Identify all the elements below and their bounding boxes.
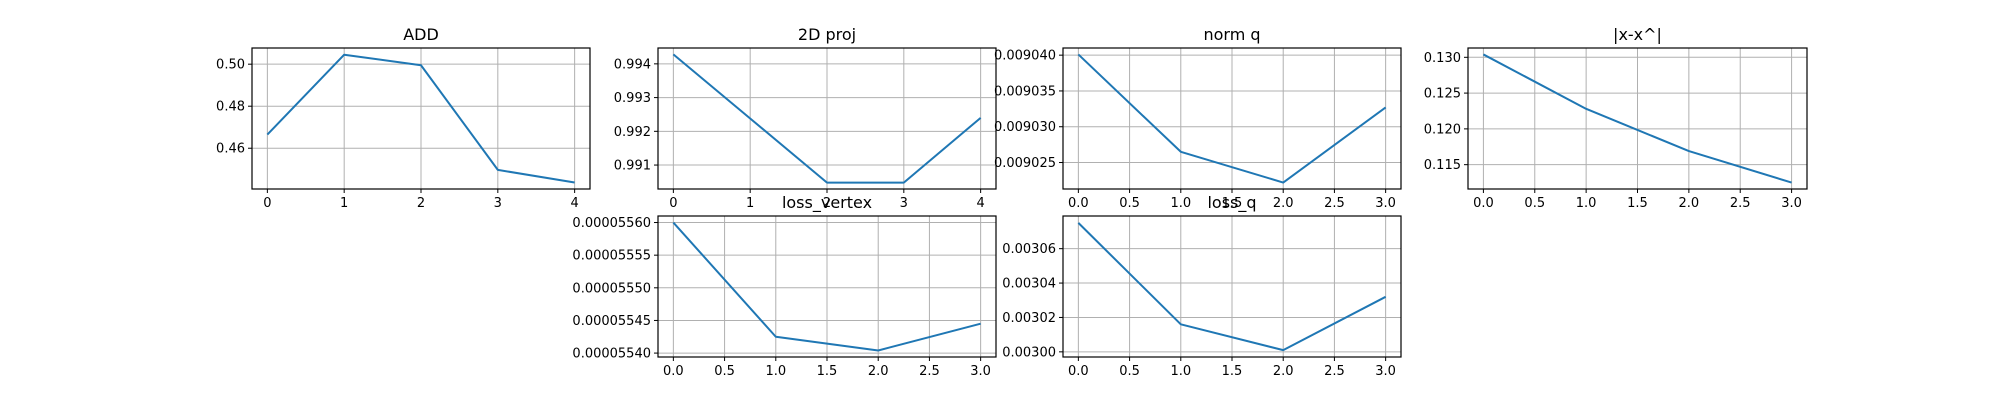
y-tick-label: 0.994 [614,57,651,72]
x-tick-label: 1.5 [817,364,838,379]
x-tick-label: 2.0 [868,364,889,379]
subplot-title: norm q [1203,25,1260,44]
subplot-6: 0.0 0.5 1.0 1.5 2.0 2.5 3.0 0.00300 0.00302 0.003… [1002,193,1402,379]
x-tick-label: 3.0 [1375,196,1396,211]
subplot-5: 0.0 0.5 1.0 1.5 2.0 2.5 3.0 0.00005540 0.0000554… [572,193,997,379]
y-tick-label: 0.00306 [1002,242,1056,257]
x-tick-label: 0.0 [1473,196,1494,211]
y-tick-label: 0.00005560 [572,216,651,231]
subplot-3: 0.0 0.5 1.0 1.5 2.0 2.5 3.0 0.009025 0.009030 0.0… [994,25,1402,211]
y-tick-label: 0.00005550 [572,281,651,296]
y-tick-label: 0.130 [1424,51,1461,66]
y-tick-label: 0.009040 [994,49,1056,64]
x-tick-label: 3.0 [1375,364,1396,379]
x-tick-label: 4 [570,196,578,211]
subplot-title: loss_q [1207,193,1256,213]
y-tick-label: 0.991 [614,159,651,174]
y-tick-label: 0.009035 [994,84,1056,99]
x-tick-label: 0.5 [1119,196,1140,211]
series-line-1 [672,53,982,184]
x-tick-label: 3 [494,196,502,211]
y-tick-label: 0.993 [614,91,651,106]
x-tick-label: 2 [823,196,831,211]
x-tick-label: 0 [263,196,271,211]
y-tick-label: 0.00304 [1002,277,1056,292]
series-line-1 [1077,53,1387,184]
x-tick-label: 0.0 [1068,196,1089,211]
subplot-title: |x-x^| [1613,25,1662,44]
x-tick-label: 3 [900,196,908,211]
x-tick-label: 0.5 [1524,196,1545,211]
x-tick-label: 2.0 [1679,196,1700,211]
y-tick-label: 0.00005540 [572,347,651,362]
x-tick-label: 1 [746,196,754,211]
subplot-title: loss_vertex [782,193,872,213]
y-tick-label: 0.00005555 [572,249,651,264]
y-tick-label: 0.48 [216,100,245,115]
x-tick-label: 0 [669,196,677,211]
x-tick-label: 3.0 [970,364,991,379]
x-tick-label: 1.0 [1576,196,1597,211]
y-tick-label: 0.120 [1424,122,1461,137]
x-tick-label: 1.0 [765,364,786,379]
x-tick-label: 1.0 [1170,364,1191,379]
x-tick-label: 2.0 [1273,364,1294,379]
series-line-1 [1077,222,1387,352]
y-tick-label: 0.125 [1424,87,1461,102]
y-tick-label: 0.46 [216,142,245,157]
y-tick-label: 0.00005545 [572,314,651,329]
subplot-title: 2D proj [798,25,856,44]
x-tick-label: 0.5 [1119,364,1140,379]
x-tick-label: 1.0 [1170,196,1191,211]
subplot-4: 0.0 0.5 1.0 1.5 2.0 2.5 3.0 0.115 0.120 0.125 0.13… [1424,25,1808,211]
x-tick-label: 1 [340,196,348,211]
x-tick-label: 2.5 [1324,364,1345,379]
x-tick-label: 2.5 [919,364,940,379]
x-tick-label: 2 [417,196,425,211]
y-tick-label: 0.115 [1424,158,1461,173]
y-tick-label: 0.009030 [994,120,1056,135]
series-line-1 [266,53,575,184]
x-tick-label: 1.5 [1627,196,1648,211]
x-tick-label: 0.0 [663,364,684,379]
x-tick-label: 0.0 [1068,364,1089,379]
x-tick-label: 1.5 [1222,364,1243,379]
series-line-1 [1482,53,1792,184]
y-tick-label: 0.50 [216,58,245,73]
y-tick-label: 0.992 [614,125,651,140]
x-tick-label: 2.0 [1273,196,1294,211]
x-tick-label: 2.5 [1324,196,1345,211]
x-tick-label: 2.5 [1730,196,1751,211]
series-line-1 [672,221,981,352]
y-tick-label: 0.00300 [1002,345,1056,360]
subplots: 0 1 2 3 4 0.46 0.48 0.50 ADD 0 1 2 3 4 0.991 0.992 0.993… [216,25,1808,379]
x-tick-label: 0.5 [714,364,735,379]
subplot-1: 0 1 2 3 4 0.46 0.48 0.50 ADD [216,25,591,211]
x-tick-label: 3.0 [1781,196,1802,211]
y-tick-label: 0.00302 [1002,311,1056,326]
x-tick-label: 4 [976,196,984,211]
subplot-title: ADD [403,25,439,44]
subplot-2: 0 1 2 3 4 0.991 0.992 0.993 0.994 2D proj [614,25,997,211]
y-tick-label: 0.009025 [994,156,1056,171]
x-tick-label: 1.5 [1222,196,1243,211]
